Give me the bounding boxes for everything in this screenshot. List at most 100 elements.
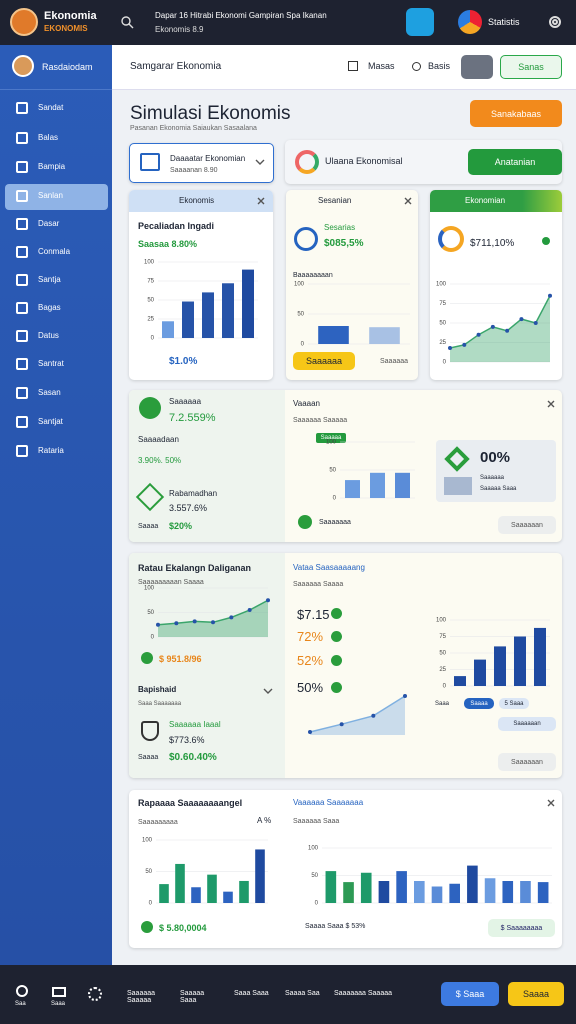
card-button[interactable]: Saaaaaa [293, 352, 355, 370]
card-label: Sesarias [324, 223, 356, 232]
search-text[interactable]: Dapar 16 Hitrabi Ekonomi Gampiran Spa Ik… [155, 11, 327, 20]
nav-icon [16, 330, 28, 342]
nav-text[interactable]: Saaaaaa Saaaaa [127, 990, 156, 1004]
card-tab-label[interactable]: Sesanian [318, 196, 352, 205]
action-icon[interactable] [406, 8, 434, 36]
card-sub: Saaaaaaaaan Saaaa [138, 579, 204, 586]
check-icon [331, 608, 342, 619]
rate: 52% [297, 653, 324, 668]
chip[interactable]: 5 Saaa [499, 698, 529, 709]
close-icon[interactable] [547, 799, 555, 807]
nav-item[interactable]: Santja [38, 275, 61, 284]
nav-item[interactable]: Rataria [38, 446, 64, 455]
nav-item[interactable]: Santjat [38, 417, 63, 426]
sidebar-user: Rasdaiodam [42, 62, 93, 72]
item-value: 3.90%. 50% [138, 456, 182, 465]
close-icon[interactable] [547, 400, 555, 408]
chevron [255, 159, 265, 165]
card-button[interactable]: Saaaaaan [498, 753, 556, 771]
card-title: Rapaaaa Saaaaaaaangel [138, 798, 243, 808]
filter-sub: Saaaanan 8.90 [170, 167, 218, 174]
search-sub: Ekonomis 8.9 [155, 25, 204, 34]
nav-icon [16, 358, 28, 370]
nav-item[interactable]: Sandat [38, 103, 64, 112]
banner-icon [295, 150, 319, 174]
nav-item[interactable]: Dasar [38, 219, 60, 228]
close-icon[interactable] [404, 197, 412, 205]
nav-icon [16, 445, 28, 457]
metric-icon [141, 652, 153, 664]
card-title: Vaaaan [293, 399, 320, 408]
card-link[interactable]: Saaaaaa [380, 358, 409, 365]
primary-action[interactable]: Sanakabaas [470, 100, 562, 127]
stat-label: Saaaaaa [480, 475, 505, 481]
section-sub: Saaa Saaaaaaa [138, 701, 182, 707]
nav-icon [16, 190, 28, 202]
header-link[interactable]: Basis [428, 61, 451, 71]
banner-button[interactable]: Anatanian [468, 149, 562, 175]
card-metric: $ 5.80,0004 [159, 923, 207, 933]
chip[interactable]: Saaaa [464, 698, 494, 709]
nav-icon [16, 102, 28, 114]
nav-item[interactable]: Sasan [38, 388, 61, 397]
nav-icon [16, 161, 28, 173]
nav-item[interactable]: Bampia [38, 162, 66, 171]
search-icon[interactable] [120, 15, 134, 29]
nav-item[interactable]: Bagas [38, 303, 61, 312]
check-icon [331, 631, 342, 642]
settings-icon[interactable] [546, 13, 564, 31]
nav-icon [16, 218, 28, 230]
foot-value: $20% [169, 521, 193, 531]
item-value: 3.557.6% [169, 503, 208, 513]
nav-text[interactable]: Saaaa Saa [285, 990, 320, 997]
nav-text[interactable]: Saaa Saaa [234, 990, 269, 997]
card-tab-label[interactable]: Ekonomian [465, 196, 506, 205]
filter-dropdown[interactable]: Daaaatar Ekonomian Saaaanan 8.90 [129, 143, 274, 183]
card-tab-label[interactable]: Ekonomis [179, 196, 215, 205]
foot-label: Saaaa [138, 754, 159, 761]
card-metric: $ 951.8/96 [159, 654, 202, 664]
user-avatar[interactable] [12, 55, 34, 77]
stat-panel: 00% Saaaaaa Saaaaa Saaa [436, 440, 556, 502]
chevron[interactable] [263, 687, 273, 695]
header-link[interactable]: Masas [368, 61, 395, 71]
bottom-button[interactable]: $ Saaa [441, 982, 499, 1006]
foot-value: $0.60.40% [169, 752, 217, 763]
item-icon [139, 397, 161, 419]
header-button[interactable]: Sanas [500, 55, 562, 79]
card: Ekonomis Pecaliadan Ingadi Saasaa 8.80% … [129, 190, 273, 380]
bottom-bar: Saa Saaa Saaaaaa Saaaaa Saaaaa Saaa Saaa… [0, 965, 576, 1024]
nav-item[interactable]: Balas [38, 133, 59, 142]
card-button[interactable]: $ Saaaaaaaa [488, 919, 555, 937]
legend-icon [298, 515, 312, 529]
card-tab [129, 190, 273, 212]
logo[interactable] [10, 8, 38, 36]
card-sub: Saaaaaaaaa [138, 819, 178, 826]
brand-sub: EKONOMIS [44, 24, 88, 33]
nav-icon[interactable] [88, 987, 102, 1001]
icon-button[interactable] [461, 55, 493, 79]
card: Ekonomian $711,10% [430, 190, 562, 380]
nav-icon[interactable] [16, 985, 28, 997]
bottom-button[interactable]: Saaaa [508, 982, 564, 1006]
card-button[interactable]: Saaaaaan [498, 516, 556, 534]
nav-icon[interactable] [52, 987, 66, 997]
chip[interactable]: Saaaaaan [498, 717, 556, 731]
close-icon[interactable] [257, 197, 265, 205]
metric-icon [438, 226, 464, 252]
nav-item[interactable]: Sanlan [38, 191, 63, 200]
mid-title: Vataa Saasaaaaang [293, 563, 365, 572]
item-label: Saaaaaa [169, 397, 202, 406]
rate: 72% [297, 629, 324, 644]
nav-item[interactable]: Santrat [38, 359, 64, 368]
nav-text[interactable]: Saaaaaaa Saaaaa [334, 990, 392, 997]
brand: Ekonomia [44, 10, 97, 22]
nav-item[interactable]: Datus [38, 331, 59, 340]
avatar[interactable] [458, 10, 482, 34]
link-icon [348, 61, 358, 71]
nav-text[interactable]: Saaaaa Saaa [180, 990, 205, 1004]
nav-item[interactable]: Conmala [38, 247, 71, 256]
nav-icon [16, 246, 28, 258]
card: Rapaaaa Saaaaaaaangel A % Saaaaaaaaa $ 5… [129, 790, 562, 948]
mid-sub: Saaaaaa Saaaa [293, 581, 344, 588]
